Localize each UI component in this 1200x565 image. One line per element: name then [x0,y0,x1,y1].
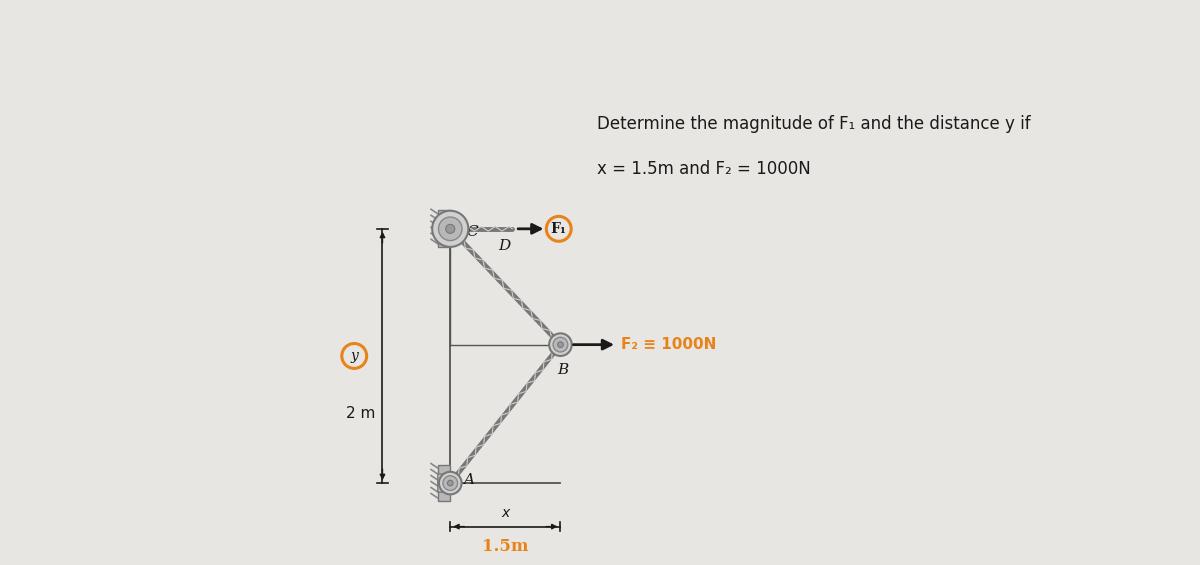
Text: 1.5m: 1.5m [482,538,529,555]
Text: D: D [498,239,510,253]
Text: F₂ ≡ 1000N: F₂ ≡ 1000N [622,337,716,352]
Circle shape [550,333,571,356]
Text: x: x [502,506,510,520]
Circle shape [445,224,455,233]
Text: C: C [466,225,478,238]
Text: B: B [558,363,569,377]
Circle shape [443,476,457,490]
Circle shape [558,342,563,347]
Text: y: y [350,349,358,363]
Bar [438,211,450,247]
Text: F₁: F₁ [551,222,566,236]
FancyBboxPatch shape [438,220,450,238]
Text: 2 m: 2 m [347,406,376,421]
Text: x = 1.5m and F₂ = 1000N: x = 1.5m and F₂ = 1000N [598,160,811,179]
Text: Determine the magnitude of F₁ and the distance y if: Determine the magnitude of F₁ and the di… [598,115,1031,133]
Circle shape [448,480,454,486]
FancyBboxPatch shape [438,474,450,492]
Circle shape [553,337,568,352]
Circle shape [432,211,468,247]
Circle shape [439,472,462,494]
Bar [438,464,450,502]
Text: A: A [463,473,474,487]
Circle shape [438,217,462,241]
